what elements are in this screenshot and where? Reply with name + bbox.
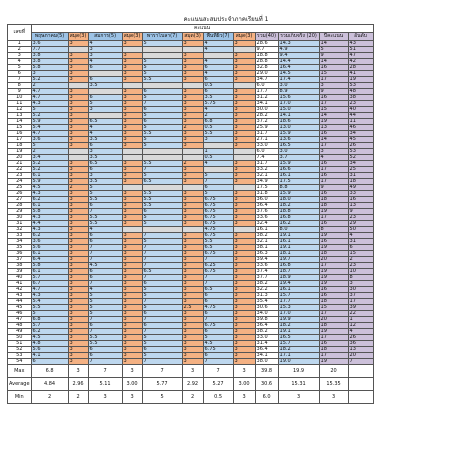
table-row: 31 4.4 3 5.5 3 5 3 6.75 3 32.4 16.2 16 29 [7,220,374,227]
table-row: 16 4.7 3 4 3 5.5 3 5.5 3 31.7 15.9 16 34 [7,130,374,137]
table-row: 9 4.7 3 3 6 3 6 3 17.7 8.9 9 48 [7,88,374,95]
summary-cell: 2 [30,390,69,404]
column-header: รวมเก็บจริง (20) [277,32,320,41]
summary-cell: 3.00 [121,377,143,391]
summary-cell: 5.11 [87,377,123,391]
summary-cell: 15.31 [277,377,320,391]
summary-label: Average [7,377,32,391]
summary-cell: 3 [318,390,349,404]
summary-cell: 2 [181,390,204,404]
summary-cell: 2.92 [181,377,204,391]
summary-cell: 2.96 [67,377,89,391]
summary-cell: 15.35 [318,377,349,391]
table-row: 21 5.2 3 6.5 3 5.5 2 4 3 31.7 15.9 16 34 [7,160,374,167]
header-row-columns: พฤษภาคม(5) สมุด(3) สมการ(5) สมุด(3) พาราโบลา… [8,32,374,41]
table-row: 51 4.8 3 5.5 3 5 3 4.5 3 31.4 15.7 16 36 [7,340,374,347]
column-header: สมุด(3) [181,32,204,41]
summary-cell: 19.9 [277,364,320,378]
summary-cell: 3 [232,390,256,404]
summary-cell: 3 [121,364,143,378]
summary-cell: 3.00 [232,377,256,391]
table-row: 40 5.7 3 6 3 7 3 7 3 37.7 18.9 19 8 [7,274,374,281]
summary-row: Min 2 2 3 3 5 2 0.5 3 6.0 3 3 [7,390,374,404]
table-row: 2 7.7 3 4 9.7 4.9 5 51 [7,46,374,53]
summary-cell: 5.77 [141,377,183,391]
header-row-group: เลขที่ คะแนน [7,24,374,41]
summary-cell: 3 [277,390,320,404]
summary-cell: 5.27 [202,377,234,391]
summary-cell: 3 [181,364,204,378]
column-header: รวม(40) [254,32,279,41]
summary-cell: 4.84 [30,377,69,391]
column-header: พาราโบลา(7) [141,32,183,41]
column-header: สมุด(3) [67,32,89,41]
table-row: 45 5.5 3 5 3 5 2.5 4.75 3 30.6 15.3 15 39 [7,304,374,311]
table-row: 22 5.2 3 6 3 7 3 3 33.2 16.6 17 25 [7,166,374,173]
table-row: 23 6.1 3 3 3 5 3 5 3 32.1 16.1 16 31 [7,172,374,179]
table-row: 7 5.2 3 6 3 5.5 3 6 3 34.7 17.4 17 19 [7,76,374,83]
sheet-title: คะแนนสะสมประจำภาคเรียนที่ 1 [183,16,269,23]
summary-cell: 30.6 [254,377,279,391]
summary-cell [347,377,374,391]
column-header: ปีคะแนน [318,32,349,41]
table-row: 34 3.6 3 6 3 5 3 5.5 3 32.1 16.1 16 31 [7,238,374,245]
summary-cell: 5 [141,390,183,404]
table-row: 24 5.9 3 3.5 3 6.5 3 7 3 34.9 17.5 17 18 [7,178,374,185]
table-row: 12 5 3 3 3 6 3 4 3 30.0 15.0 15 40 [7,106,374,113]
column-header: พื้นที่ผิว(7) [202,32,234,41]
table-row: 20 3.4 3.5 0.5 7.4 3.7 4 52 [7,154,374,161]
summary-label: Min [7,390,32,404]
table-row: 4 3.8 3 4 3 5 3 4 3 28.8 14.4 14 42 [7,58,374,65]
column-header: สมุด(3) [121,32,143,41]
summary-cell: 20 [318,364,349,378]
column-header: สมการ(5) [87,32,123,41]
column-header: พฤษภาคม(5) [30,32,69,41]
summary-label: Max [7,364,32,378]
table-row: 15 5.4 3 4 3 5 2 0.5 3 25.9 13.0 13 46 [7,124,374,131]
table-row: 44 5.4 3 5 3 7 3 6 3 35.4 17.7 18 17 [7,298,374,305]
table-row: 6 3 3 3 5 3 4 3 29.0 14.5 15 41 [7,70,374,77]
table-row: 43 4.3 3 5 3 5 3 6 3 31.3 15.7 16 37 [7,292,374,299]
summary-cell: 7 [141,364,183,378]
summary-cell: 39.8 [254,364,279,378]
column-group-header: คะแนน [30,24,374,33]
summary-cell: 2 [67,390,89,404]
summary-row: Average 4.84 2.96 5.11 3.00 5.77 2.92 5.27 3.00 3… [7,377,374,391]
column-header-no: เลขที่ [7,24,32,41]
table-row: 50 4.5 3 5.5 3 5 3 5 3 33.0 16.5 17 26 [7,334,374,341]
summary-cell: 7 [87,364,123,378]
table-row: 27 6.2 3 5.5 3 5.5 3 6.75 3 36.0 18.0 18 16 [7,196,374,203]
summary-cell: 7 [202,364,234,378]
table-row: 42 4.7 3 4 3 5 3 6.5 3 32.2 16.1 16 30 [7,286,374,293]
summary-cell [347,364,374,378]
table-row: 13 5.2 3 3 5 3 2 3 28.2 14.1 14 44 [7,112,374,119]
column-header: อันดับ [347,32,374,41]
table-row: 52 5.6 3 6 3 6 3 6.75 3 36.4 18.2 18 13 [7,346,374,353]
summary-cell [347,390,374,404]
table-row: 54 6 3 7 3 7 3 7 3 38.0 19.0 19 7 [7,358,374,365]
summary-cell: 3 [87,390,123,404]
score-table: เลขที่ คะแนน พฤษภาคม(5) สมุด(3) สมการ(5) สมุด… [7,24,374,404]
column-header: สมุด(3) [232,32,256,41]
table-row: 47 6.8 3 7 3 7 3 7 3 39.8 19.9 20 1 [7,316,374,323]
summary-cell: 6.0 [254,390,279,404]
summary-cell: 3 [232,364,256,378]
summary-cell: 3 [67,364,89,378]
summary-cell: 3 [121,390,143,404]
summary-cell: 0.5 [202,390,234,404]
table-row: 10 4.7 3 6 3 5 3 3.5 3 31.2 15.6 16 38 [7,94,374,101]
summary-row: Max 6.8 3 7 3 7 3 7 3 39.8 19.9 20 [7,364,374,378]
summary-cell: 6.8 [30,364,69,378]
